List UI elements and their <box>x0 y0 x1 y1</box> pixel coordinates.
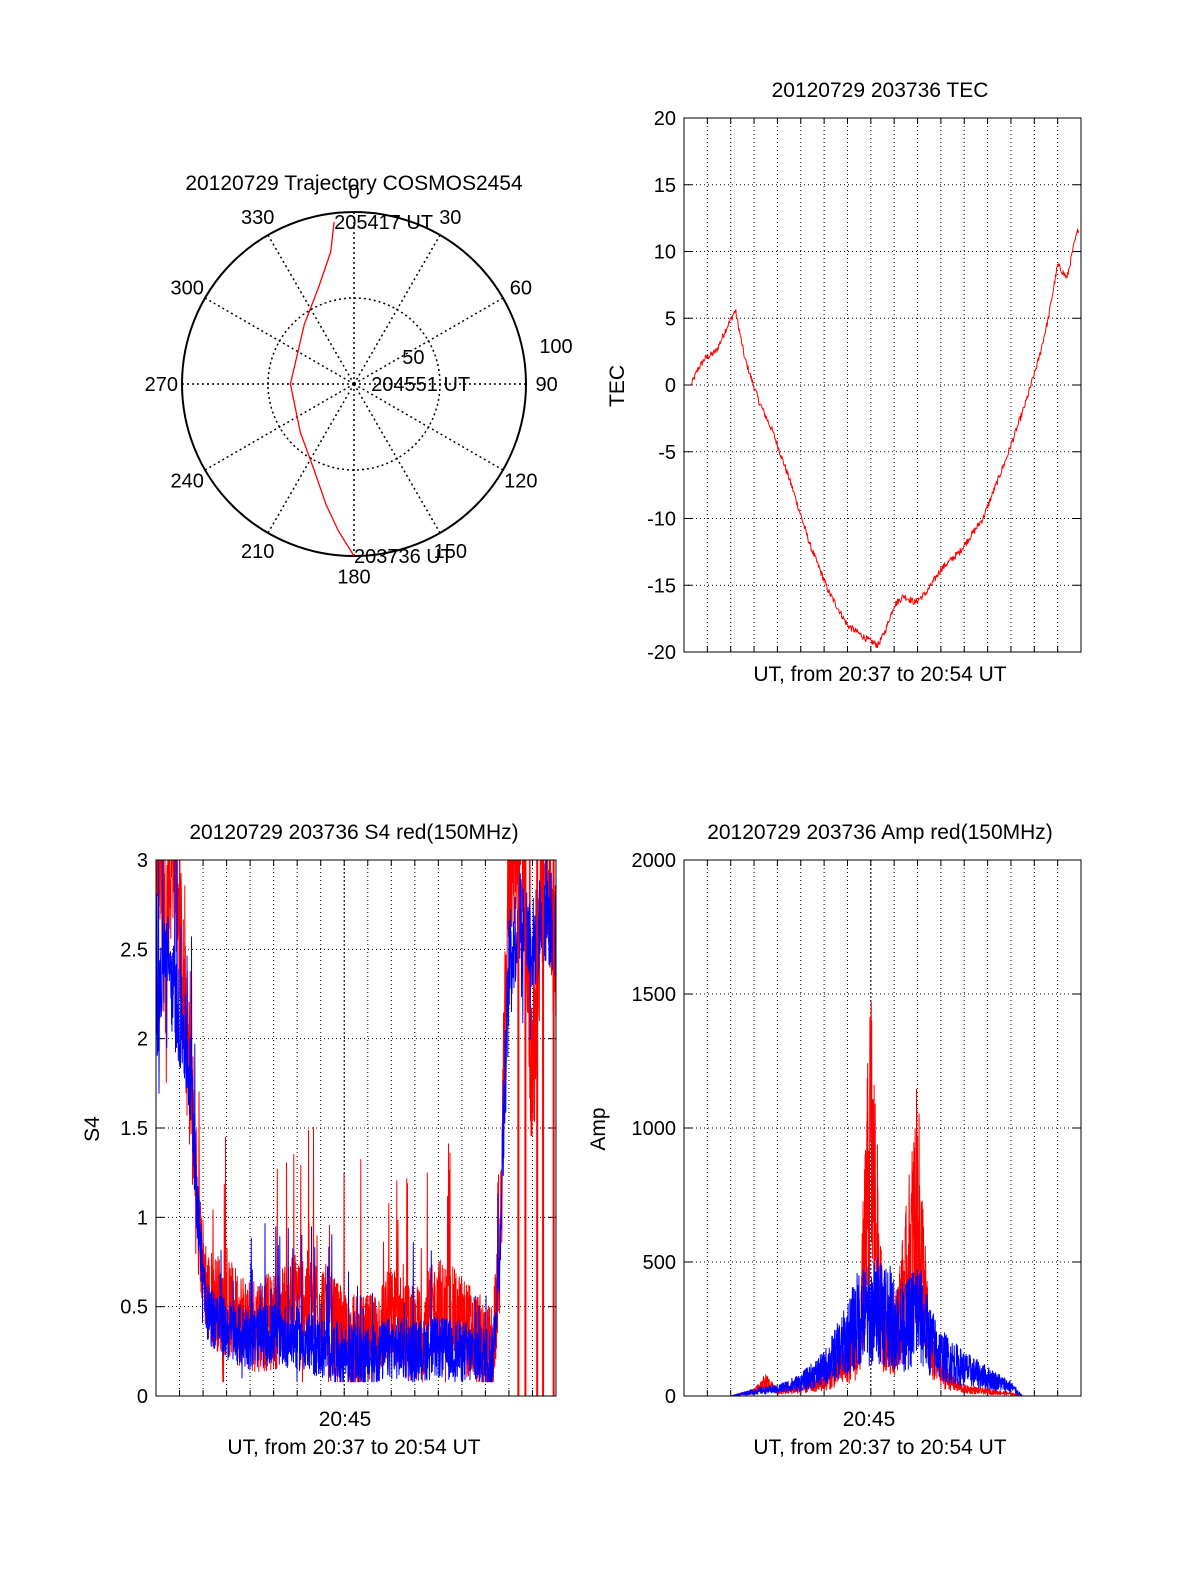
s4-series-blue-line <box>156 860 556 1383</box>
amp-ytick-label: 0 <box>665 1386 676 1408</box>
tec-plot-area: -20 -15 -10 -5 0 5 10 15 20 <box>647 108 1082 664</box>
tec-grid <box>684 118 1081 652</box>
polar-spoke <box>353 383 504 471</box>
trajectory-annotations: 205417 UT 204551 UT 203736 UT <box>334 212 470 568</box>
s4-frame <box>155 859 557 1397</box>
polar-radius-label: 50 <box>402 347 424 369</box>
trajectory-time-label: 205417 UT <box>334 212 433 234</box>
amp-ytick-label: 500 <box>643 1252 676 1274</box>
tec-ytick-label: 15 <box>654 175 676 197</box>
tec-ytick-label: 10 <box>654 242 676 264</box>
polar-angle-label: 0 <box>348 181 359 203</box>
tec-plot: 20120729 203736 TEC TEC UT, from 20:37 t… <box>606 79 1082 686</box>
s4-ytick-label: 3 <box>137 850 148 872</box>
trajectory-time-label: 204551 UT <box>371 374 470 396</box>
polar-spoke <box>353 297 504 385</box>
s4-ytick-label: 1 <box>137 1207 148 1229</box>
polar-angle-label: 90 <box>536 374 558 396</box>
trajectory-series <box>289 221 355 557</box>
amp-ytick-label: 2000 <box>632 850 677 872</box>
trajectory-polar-plot: 20120729 Trajectory COSMOS2454 0 30 60 90 12… <box>145 172 573 589</box>
amp-frame <box>683 859 1082 1397</box>
amp-ylabel: Amp <box>587 1107 610 1150</box>
polar-angle-label: 270 <box>145 374 178 396</box>
polar-angle-label: 300 <box>170 278 203 300</box>
tec-ytick-label: -15 <box>647 575 676 597</box>
polar-angle-label: 150 <box>434 541 467 563</box>
s4-plot-area: 0 0.5 1 1.5 2 2.5 3 <box>120 850 557 1408</box>
tec-ytick-label: -5 <box>658 442 676 464</box>
tec-title: 20120729 203736 TEC <box>772 79 989 102</box>
s4-ytick-label: 0 <box>137 1386 148 1408</box>
amp-ytick-label: 1000 <box>632 1118 677 1140</box>
polar-spoke <box>204 297 355 385</box>
polar-angle-label: 120 <box>504 470 537 492</box>
trajectory-path-line <box>289 221 355 557</box>
polar-spoke <box>353 234 441 385</box>
tec-ytick-label: 20 <box>654 108 676 130</box>
s4-plot: 20120729 203736 S4 red(150MHz) S4 20:45 … <box>81 821 557 1459</box>
trajectory-time-label: 203736 UT <box>354 546 453 568</box>
polar-grid <box>181 211 527 557</box>
amp-series-blue-line <box>684 1257 1081 1396</box>
amp-ytick-label: 1500 <box>632 984 677 1006</box>
amp-plot-area: 0 500 1000 1500 2000 <box>632 850 1082 1408</box>
polar-angle-label: 180 <box>337 567 370 589</box>
amp-plot: 20120729 203736 Amp red(150MHz) Amp 20:4… <box>587 821 1082 1459</box>
s4-series-group <box>156 860 556 1396</box>
polar-angle-label: 30 <box>439 207 461 229</box>
s4-title: 20120729 203736 S4 red(150MHz) <box>189 821 518 844</box>
tec-frame <box>683 117 1082 653</box>
s4-ytick-label: 2.5 <box>120 939 148 961</box>
polar-angle-label: 240 <box>170 470 203 492</box>
tec-ytick-label: -20 <box>647 642 676 664</box>
tec-xlabel: UT, from 20:37 to 20:54 UT <box>753 663 1006 686</box>
tec-ytick-label: -10 <box>647 509 676 531</box>
s4-ytick-label: 1.5 <box>120 1118 148 1140</box>
trajectory-title: 20120729 Trajectory COSMOS2454 <box>185 172 523 195</box>
polar-tick-labels: 0 30 60 90 120 150 180 210 240 270 300 330 50 100 <box>145 181 573 588</box>
polar-spoke <box>267 234 355 385</box>
s4-series-red-line <box>156 860 556 1383</box>
tec-ytick-label: 5 <box>665 308 676 330</box>
s4-ylabel: S4 <box>81 1116 104 1142</box>
polar-spoke <box>204 383 355 471</box>
polar-spoke <box>353 383 441 534</box>
polar-radius-label: 100 <box>539 336 572 358</box>
s4-ytick-label: 0.5 <box>120 1297 148 1319</box>
s4-ytick-label: 2 <box>137 1029 148 1051</box>
tec-series-red-line <box>690 228 1080 648</box>
tec-ytick-label: 0 <box>665 375 676 397</box>
amp-series-group <box>684 1001 1081 1396</box>
amp-xlabel: UT, from 20:37 to 20:54 UT <box>753 1436 1006 1459</box>
polar-angle-label: 210 <box>241 541 274 563</box>
amp-xtick-label: 20:45 <box>843 1408 896 1431</box>
polar-angle-label: 60 <box>510 278 532 300</box>
tec-ylabel: TEC <box>606 365 629 407</box>
tec-series-group <box>690 228 1080 648</box>
polar-spoke <box>267 383 355 534</box>
amp-title: 20120729 203736 Amp red(150MHz) <box>707 821 1053 844</box>
polar-angle-label: 330 <box>241 207 274 229</box>
s4-xtick-label: 20:45 <box>319 1408 372 1431</box>
s4-xlabel: UT, from 20:37 to 20:54 UT <box>227 1436 480 1459</box>
